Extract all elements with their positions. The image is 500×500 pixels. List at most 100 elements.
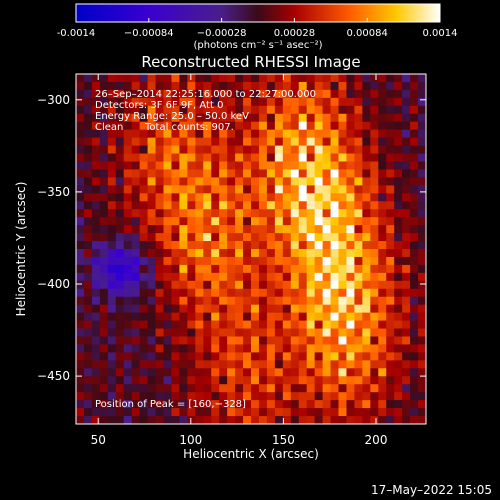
heatmap-cell bbox=[322, 312, 332, 322]
heatmap-cell bbox=[290, 384, 300, 393]
heatmap-cell bbox=[195, 129, 204, 139]
heatmap-cell bbox=[203, 153, 212, 163]
heatmap-cell bbox=[251, 185, 260, 194]
heatmap-cell bbox=[290, 209, 300, 218]
heatmap-cell bbox=[322, 185, 332, 194]
heatmap-cell bbox=[330, 193, 340, 202]
heatmap-cell bbox=[91, 384, 101, 393]
heatmap-cell bbox=[298, 129, 308, 139]
heatmap-cell bbox=[163, 416, 173, 424]
footer-timestamp: 17–May–2022 15:05 bbox=[371, 483, 492, 497]
colorbar-tick-label: −0.00084 bbox=[124, 28, 174, 39]
heatmap-cell bbox=[322, 288, 332, 298]
heatmap-cell bbox=[83, 352, 93, 361]
heatmap-cell bbox=[290, 408, 300, 417]
heatmap-cell bbox=[346, 193, 356, 202]
heatmap-cell bbox=[99, 312, 109, 322]
heatmap-cell bbox=[139, 137, 149, 147]
heatmap-cell bbox=[83, 201, 93, 210]
heatmap-cell bbox=[147, 368, 157, 377]
heatmap-cell bbox=[266, 352, 276, 361]
heatmap-cell bbox=[123, 161, 133, 171]
heatmap-cell bbox=[179, 304, 188, 314]
heatmap-cell bbox=[131, 384, 141, 393]
heatmap-cell bbox=[402, 344, 411, 354]
heatmap-cell bbox=[83, 344, 93, 354]
heatmap-cell bbox=[410, 392, 419, 401]
heatmap-cell bbox=[179, 312, 188, 322]
heatmap-cell bbox=[123, 137, 133, 147]
heatmap-cell bbox=[91, 113, 101, 123]
heatmap-cell bbox=[187, 272, 196, 282]
heatmap-cell bbox=[115, 161, 125, 171]
heatmap-cell bbox=[163, 209, 173, 218]
heatmap-cell bbox=[402, 217, 411, 226]
heatmap-cell bbox=[139, 161, 149, 171]
heatmap-cell bbox=[362, 113, 371, 123]
heatmap-cell bbox=[227, 113, 236, 123]
heatmap-cell bbox=[282, 320, 292, 330]
heatmap-cell bbox=[362, 280, 371, 290]
heatmap-cell bbox=[322, 249, 332, 258]
heatmap-cell bbox=[139, 185, 149, 194]
heatmap-cell bbox=[171, 241, 181, 250]
heatmap-cell bbox=[187, 400, 196, 409]
heatmap-cell bbox=[251, 225, 260, 234]
heatmap-cell bbox=[394, 328, 403, 338]
heatmap-cell bbox=[314, 241, 324, 250]
heatmap-cell bbox=[290, 185, 300, 194]
colorbar-tick-label: 0.00028 bbox=[274, 28, 315, 39]
heatmap-cell bbox=[274, 81, 284, 91]
heatmap-cell bbox=[195, 312, 204, 322]
heatmap-cell bbox=[418, 193, 426, 202]
heatmap-cell bbox=[354, 376, 363, 385]
heatmap-cell bbox=[410, 312, 419, 322]
heatmap-cell bbox=[298, 74, 308, 83]
heatmap-cell bbox=[354, 177, 363, 186]
heatmap-cell bbox=[274, 113, 284, 123]
heatmap-cell bbox=[314, 328, 324, 338]
heatmap-cell bbox=[410, 280, 419, 290]
heatmap-cell bbox=[314, 81, 324, 91]
heatmap-cell bbox=[386, 113, 395, 123]
heatmap-cell bbox=[227, 280, 236, 290]
heatmap-cell bbox=[211, 121, 220, 131]
heatmap-cell bbox=[235, 312, 244, 322]
heatmap-cell bbox=[211, 153, 220, 163]
heatmap-cell bbox=[251, 217, 260, 226]
heatmap-cell bbox=[354, 74, 363, 83]
heatmap-cell bbox=[378, 320, 387, 330]
heatmap-cell bbox=[338, 264, 348, 274]
heatmap-cell bbox=[330, 217, 340, 226]
heatmap-cell bbox=[147, 129, 157, 139]
heatmap-cell bbox=[107, 105, 117, 115]
heatmap-cell bbox=[290, 368, 300, 377]
heatmap-cell bbox=[131, 145, 141, 155]
heatmap-cell bbox=[219, 288, 228, 298]
heatmap-cell bbox=[99, 288, 109, 298]
heatmap-cell bbox=[99, 225, 109, 234]
heatmap-cell bbox=[91, 89, 101, 99]
heatmap-cell bbox=[219, 225, 228, 234]
heatmap-cell bbox=[274, 328, 284, 338]
heatmap-cell bbox=[410, 169, 419, 179]
heatmap-cell bbox=[314, 312, 324, 322]
heatmap-cell bbox=[370, 74, 379, 83]
heatmap-cell bbox=[211, 392, 220, 401]
heatmap-cell bbox=[99, 137, 109, 147]
heatmap-cell bbox=[155, 368, 165, 377]
heatmap-cell bbox=[274, 272, 284, 282]
heatmap-cell bbox=[99, 360, 109, 369]
heatmap-cell bbox=[155, 209, 165, 218]
heatmap-cell bbox=[251, 256, 260, 266]
heatmap-cell bbox=[203, 105, 212, 115]
heatmap-cell bbox=[338, 97, 348, 107]
heatmap-cell bbox=[123, 169, 133, 179]
heatmap-cell bbox=[131, 113, 141, 123]
heatmap-cell bbox=[147, 201, 157, 210]
heatmap-cell bbox=[314, 113, 324, 123]
heatmap-cell bbox=[187, 296, 196, 306]
heatmap-cell bbox=[290, 344, 300, 354]
heatmap-cell bbox=[83, 209, 93, 218]
heatmap-cell bbox=[298, 416, 308, 424]
